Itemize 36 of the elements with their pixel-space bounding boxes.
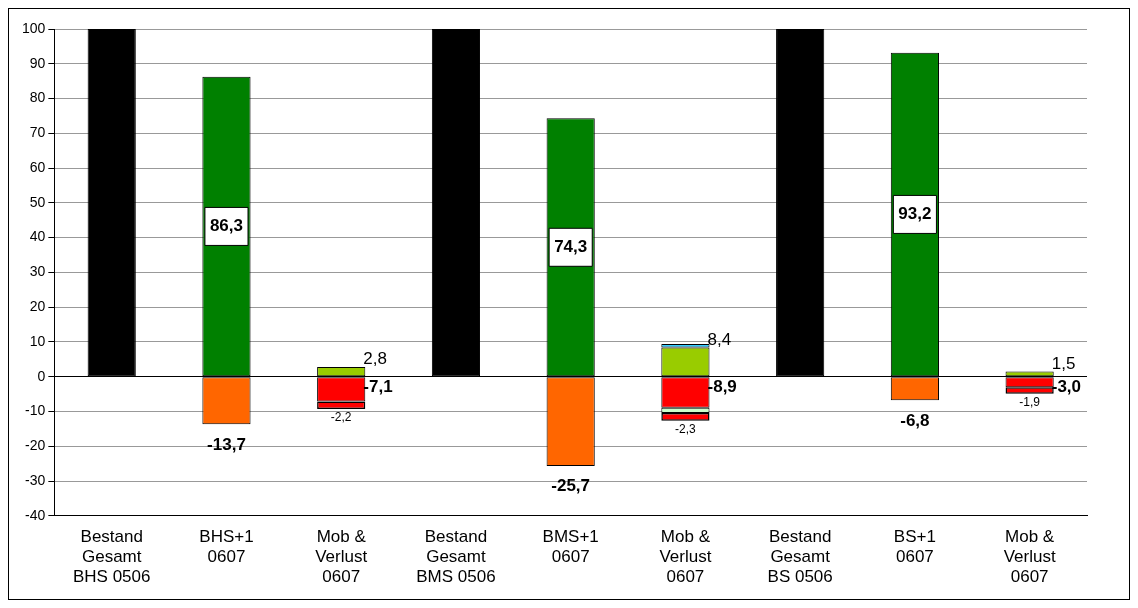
x-tick-label: Mob & Verlust 0607 — [315, 526, 368, 587]
y-tick-label: 20 — [29, 298, 46, 315]
x-tick-label: BHS+1 0607 — [199, 526, 254, 567]
x-tick-label: BS+1 0607 — [893, 526, 936, 567]
data-label: -25,7 — [551, 476, 591, 496]
data-label: -1,9 — [1019, 395, 1041, 410]
data-label: 74,3 — [554, 236, 588, 256]
data-label: 8,4 — [707, 329, 732, 349]
y-tick-label: 70 — [29, 124, 46, 141]
x-tick-label: BMS+1 0607 — [542, 526, 599, 567]
y-tick-label: 100 — [22, 19, 46, 36]
y-tick-label: -10 — [25, 402, 46, 419]
y-tick-label: 60 — [29, 158, 46, 175]
data-label: 2,8 — [363, 349, 387, 369]
data-label: -13,7 — [207, 434, 246, 454]
data-label: 93,2 — [898, 204, 932, 224]
x-tick-label: Bestand Gesamt BMS 0506 — [416, 526, 496, 587]
data-label: 86,3 — [209, 216, 244, 236]
y-tick-label: -20 — [25, 437, 46, 454]
y-tick-label: 90 — [29, 54, 46, 71]
y-tick-label: 10 — [29, 332, 46, 349]
y-tick-label: 80 — [29, 89, 46, 106]
data-label: -6,8 — [900, 410, 930, 430]
x-tick-label: Mob & Verlust 0607 — [659, 526, 712, 587]
data-label: 1,5 — [1051, 353, 1076, 373]
data-label: -2,2 — [330, 410, 352, 425]
y-tick-label: 50 — [29, 193, 46, 210]
x-tick-label: Bestand Gesamt BS 0506 — [767, 526, 833, 587]
data-label: -2,3 — [675, 422, 697, 437]
y-tick-label: 30 — [29, 263, 46, 280]
x-tick-label: Mob & Verlust 0607 — [1003, 526, 1056, 587]
y-tick-label: 0 — [37, 367, 46, 384]
x-tick-label: Bestand Gesamt BHS 0506 — [72, 526, 151, 587]
y-tick-label: -40 — [25, 506, 46, 523]
y-tick-label: 40 — [29, 228, 46, 245]
y-tick-label: -30 — [25, 471, 46, 488]
